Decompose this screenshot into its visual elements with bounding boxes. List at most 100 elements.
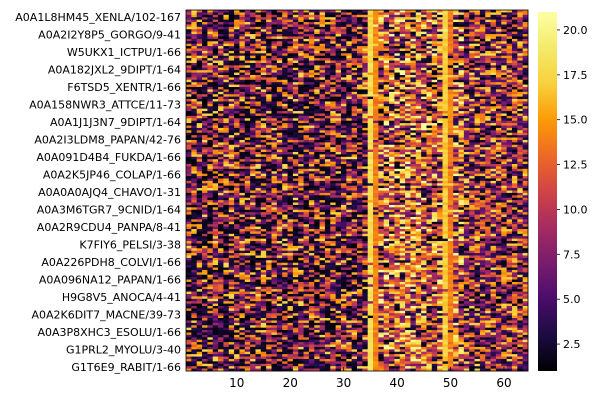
heatmap-cell xyxy=(255,12,262,16)
heatmap-cell xyxy=(186,103,192,107)
heatmap-cell xyxy=(271,55,278,59)
heatmap-cell xyxy=(517,183,523,187)
heatmap-cell xyxy=(490,132,497,136)
heatmap-cell xyxy=(394,168,401,172)
heatmap-cell xyxy=(362,46,369,49)
heatmap-cell xyxy=(447,53,454,57)
heatmap-cell xyxy=(260,118,267,122)
heatmap-cell xyxy=(522,70,529,73)
heatmap-cell xyxy=(479,91,486,95)
heatmap-cell xyxy=(314,190,320,194)
heatmap-cell xyxy=(490,99,497,102)
heatmap-cell xyxy=(474,123,481,126)
heatmap-cell xyxy=(405,137,411,141)
heatmap-cell xyxy=(292,24,299,28)
heatmap-cell xyxy=(266,171,272,175)
heatmap-cell xyxy=(335,127,342,131)
heatmap-cell xyxy=(351,173,358,177)
heatmap-cell xyxy=(426,180,433,184)
heatmap-cell xyxy=(271,43,278,47)
heatmap-cell xyxy=(239,62,246,66)
heatmap-cell xyxy=(506,127,513,131)
heatmap-cell xyxy=(447,14,454,18)
heatmap-cell xyxy=(437,77,443,81)
heatmap-cell xyxy=(271,31,278,35)
heatmap-cell xyxy=(501,127,507,131)
heatmap-cell xyxy=(228,58,235,61)
heatmap-cell xyxy=(303,46,310,49)
heatmap-cell xyxy=(346,113,352,117)
heatmap-cell xyxy=(362,62,369,66)
heatmap-cell xyxy=(250,10,256,13)
heatmap-cell xyxy=(357,60,363,64)
heatmap-cell xyxy=(276,62,283,66)
heatmap-cell xyxy=(228,156,235,160)
heatmap-cell xyxy=(357,10,363,13)
heatmap-cell xyxy=(373,38,379,42)
heatmap-cell xyxy=(196,70,203,73)
heatmap-cell xyxy=(319,161,326,165)
heatmap-cell xyxy=(453,65,459,69)
heatmap-cell xyxy=(271,139,278,143)
heatmap-cell xyxy=(479,101,486,105)
heatmap-cell xyxy=(308,142,315,146)
heatmap-cell xyxy=(335,178,342,182)
heatmap-cell xyxy=(186,55,192,59)
heatmap-cell xyxy=(292,168,299,172)
heatmap-cell xyxy=(266,195,272,199)
heatmap-cell xyxy=(442,125,449,129)
heatmap-cell xyxy=(394,108,401,112)
heatmap-cell xyxy=(244,144,251,148)
heatmap-cell xyxy=(394,183,401,187)
heatmap-cell xyxy=(234,74,240,78)
heatmap-cell xyxy=(479,17,486,20)
heatmap-cell xyxy=(362,164,369,167)
heatmap-cell xyxy=(426,183,433,187)
heatmap-cell xyxy=(383,159,390,162)
heatmap-cell xyxy=(234,173,240,177)
heatmap-cell xyxy=(431,24,438,28)
heatmap-cell xyxy=(410,159,417,162)
heatmap-cell xyxy=(340,24,347,28)
heatmap-cell xyxy=(490,168,497,172)
heatmap-cell xyxy=(463,106,470,110)
heatmap-cell xyxy=(196,50,203,54)
heatmap-cell xyxy=(228,34,235,37)
heatmap-cell xyxy=(271,48,278,52)
heatmap-cell xyxy=(431,135,438,138)
heatmap-cell xyxy=(308,46,315,49)
heatmap-cell xyxy=(335,192,342,196)
heatmap-cell xyxy=(234,147,240,150)
heatmap-cell xyxy=(186,180,192,184)
heatmap-cell xyxy=(394,91,401,95)
heatmap-cell xyxy=(271,123,278,126)
heatmap-cell xyxy=(517,26,523,30)
heatmap-cell xyxy=(324,115,331,119)
heatmap-cell xyxy=(212,161,219,165)
heatmap-cell xyxy=(324,99,331,102)
heatmap-cell xyxy=(447,101,454,105)
heatmap-cell xyxy=(522,26,529,30)
heatmap-cell xyxy=(196,55,203,59)
heatmap-cell xyxy=(319,91,326,95)
heatmap-cell xyxy=(410,17,417,20)
heatmap-cell xyxy=(282,22,288,25)
heatmap-cell xyxy=(292,127,299,131)
heatmap-cell xyxy=(196,48,203,52)
heatmap-cell xyxy=(196,62,203,66)
heatmap-cell xyxy=(191,43,198,47)
heatmap-cell xyxy=(474,183,481,187)
heatmap-cell xyxy=(287,65,294,69)
heatmap-cell xyxy=(308,50,315,54)
heatmap-cell xyxy=(191,48,198,52)
heatmap-cell xyxy=(223,183,230,187)
heatmap-cell xyxy=(501,72,507,76)
heatmap-cell xyxy=(357,159,363,162)
heatmap-cell xyxy=(378,168,385,172)
heatmap-cell xyxy=(260,195,267,199)
heatmap-cell xyxy=(522,55,529,59)
heatmap-cell xyxy=(186,127,192,131)
heatmap-cell xyxy=(202,108,208,112)
heatmap-cell xyxy=(463,94,470,97)
heatmap-cell xyxy=(474,137,481,141)
